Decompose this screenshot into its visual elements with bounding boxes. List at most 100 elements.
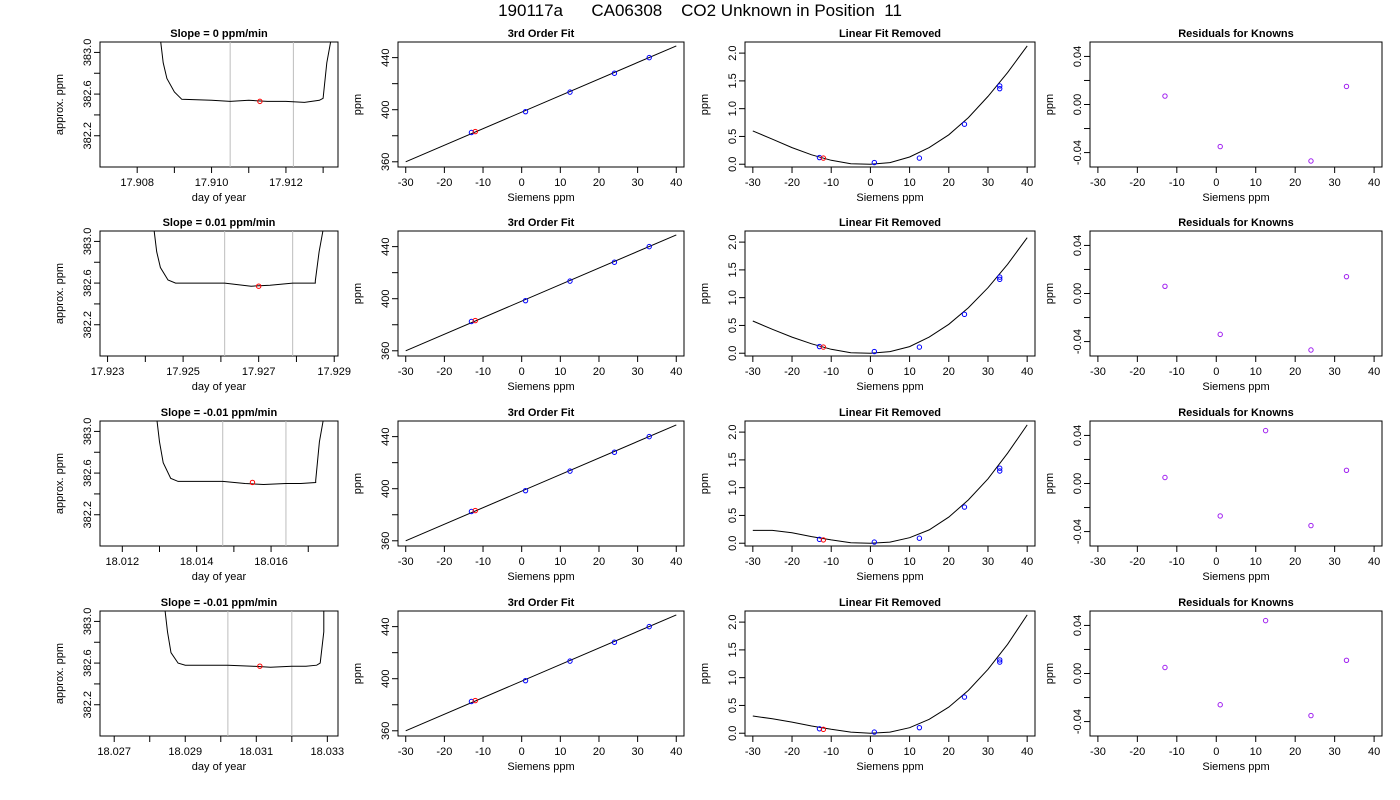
x-axis-label: day of year (192, 571, 247, 583)
y-axis-label: ppm (699, 473, 711, 494)
x-tick-label: 10 (1250, 177, 1262, 189)
data-point (961, 504, 968, 510)
chart-title: Linear Fit Removed (839, 28, 941, 40)
y-tick-label: 360 (380, 342, 392, 360)
data-point (567, 278, 573, 284)
y-tick-label: 360 (380, 532, 392, 550)
y-tick-label: 382.2 (82, 691, 94, 719)
chart-title: Residuals for Knowns (1178, 597, 1294, 609)
data-point (522, 108, 529, 115)
data-point (1308, 712, 1314, 719)
plot-frame (1089, 610, 1383, 737)
data-point (1217, 513, 1223, 519)
x-tick-label: 40 (1368, 366, 1380, 378)
data-point (472, 317, 478, 324)
plot-frame (1089, 41, 1383, 168)
plot-frame (744, 420, 1036, 547)
x-tick-label: 40 (670, 177, 682, 189)
plot-area (405, 234, 677, 352)
x-tick-label: 40 (1021, 556, 1033, 568)
data-point (646, 243, 652, 250)
data-point (567, 89, 573, 95)
x-tick-label: 20 (1289, 746, 1301, 758)
x-tick-label: 20 (943, 366, 955, 378)
x-tick-label: -20 (1129, 177, 1145, 189)
y-tick-label: 0.04 (1072, 425, 1084, 446)
x-tick-label: -20 (1129, 556, 1145, 568)
x-tick-label: 10 (554, 366, 566, 378)
x-tick-label: 0 (1213, 746, 1219, 758)
y-tick-label: 440 (380, 617, 392, 635)
x-axis-label: Siemens ppm (507, 381, 574, 393)
y-tick-label: 0.0 (727, 157, 739, 172)
plot-frame (744, 230, 1036, 357)
x-tick-label: 30 (631, 177, 643, 189)
plot-area (752, 614, 1028, 735)
y-tick-label: 0.5 (727, 698, 739, 713)
x-tick-label: 0 (519, 177, 525, 189)
x-axis-label: Siemens ppm (1202, 192, 1269, 204)
x-tick-label: 18.016 (254, 556, 288, 568)
y-tick-label: -0.04 (1072, 329, 1084, 354)
x-tick-label: -30 (745, 556, 761, 568)
x-tick-label: 40 (1021, 746, 1033, 758)
x-tick-label: 18.033 (311, 746, 345, 758)
x-tick-label: 40 (670, 746, 682, 758)
y-tick-label: 440 (380, 48, 392, 66)
data-point (997, 274, 1003, 280)
x-tick-label: -30 (1090, 177, 1106, 189)
chart-title: 3rd Order Fit (508, 407, 575, 419)
data-point (611, 639, 618, 645)
x-tick-label: 0 (1213, 177, 1219, 189)
x-tick-label: -30 (1090, 366, 1106, 378)
plot-frame (99, 41, 339, 168)
y-tick-label: 440 (380, 237, 392, 255)
y-tick-label: 2.0 (727, 614, 739, 629)
x-tick-label: -10 (1169, 556, 1185, 568)
data-point (611, 259, 618, 265)
chart-title: 3rd Order Fit (508, 28, 575, 40)
y-axis-label: approx. ppm (54, 263, 66, 324)
y-tick-label: 2.0 (727, 45, 739, 60)
x-tick-label: -20 (784, 556, 800, 568)
data-point (472, 697, 478, 704)
y-tick-label: 0.00 (1072, 94, 1084, 115)
x-tick-label: 10 (554, 746, 566, 758)
x-tick-label: 10 (554, 556, 566, 568)
x-tick-label: 10 (903, 177, 915, 189)
x-axis-label: day of year (192, 381, 247, 393)
x-tick-label: 0 (1213, 366, 1219, 378)
x-tick-label: 0 (867, 177, 873, 189)
data-point (961, 121, 968, 127)
x-tick-label: 10 (1250, 366, 1262, 378)
y-axis-label: ppm (352, 663, 364, 684)
x-tick-label: 0 (1213, 556, 1219, 568)
y-axis-label: ppm (699, 94, 711, 115)
chart-panel-r3c3: Residuals for Knowns -30 -20 -10 0 10 20 30 40 -0… (1044, 597, 1383, 773)
y-tick-label: 400 (380, 670, 392, 688)
x-axis-label: Siemens ppm (856, 761, 923, 773)
x-tick-label: -10 (475, 556, 491, 568)
x-tick-label: -20 (436, 746, 452, 758)
plot-area (405, 424, 677, 542)
data-point (646, 54, 652, 61)
x-tick-label: 20 (1289, 366, 1301, 378)
x-tick-label: 17.912 (269, 177, 303, 189)
x-tick-label: -20 (436, 366, 452, 378)
y-tick-label: 360 (380, 153, 392, 171)
x-tick-label: -10 (475, 746, 491, 758)
data-point (961, 311, 968, 318)
plot-frame (1089, 230, 1383, 357)
x-tick-label: -10 (823, 366, 839, 378)
x-tick-label: 10 (554, 177, 566, 189)
y-tick-label: 400 (380, 480, 392, 498)
data-point (1162, 474, 1168, 481)
data-point (611, 449, 618, 455)
fit-curve (752, 237, 1028, 354)
data-point (1217, 143, 1223, 150)
x-axis-label: Siemens ppm (1202, 381, 1269, 393)
x-axis-label: Siemens ppm (1202, 571, 1269, 583)
data-point (820, 155, 827, 161)
data-point (997, 468, 1003, 474)
x-tick-label: 17.923 (91, 366, 125, 378)
